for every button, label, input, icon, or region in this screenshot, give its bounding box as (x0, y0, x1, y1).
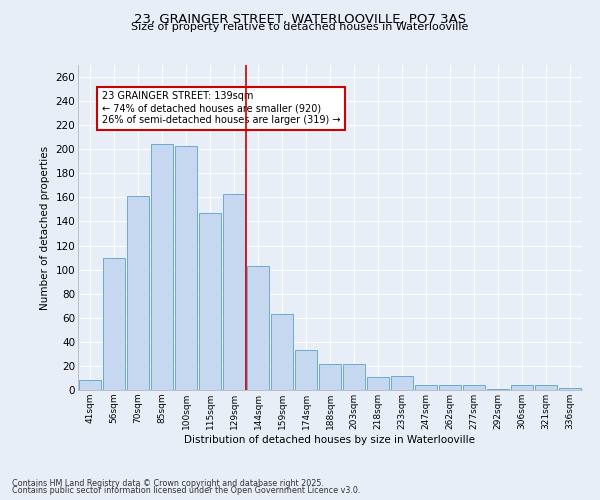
Bar (319, 364, 341, 390)
Bar (391, 376, 413, 390)
Bar (199, 213, 221, 390)
Bar (415, 385, 437, 390)
Bar (175, 146, 197, 390)
Bar (487, 389, 509, 390)
Bar (511, 385, 533, 390)
Bar (295, 350, 317, 390)
Text: Size of property relative to detached houses in Waterlooville: Size of property relative to detached ho… (131, 22, 469, 32)
Bar (559, 388, 581, 390)
Bar (151, 144, 173, 390)
X-axis label: Distribution of detached houses by size in Waterlooville: Distribution of detached houses by size … (185, 434, 476, 444)
Bar (463, 385, 485, 390)
Bar (439, 385, 461, 390)
Text: 23 GRAINGER STREET: 139sqm
← 74% of detached houses are smaller (920)
26% of sem: 23 GRAINGER STREET: 139sqm ← 74% of deta… (102, 92, 341, 124)
Text: 23, GRAINGER STREET, WATERLOOVILLE, PO7 3AS: 23, GRAINGER STREET, WATERLOOVILLE, PO7 … (134, 12, 466, 26)
Text: Contains public sector information licensed under the Open Government Licence v3: Contains public sector information licen… (12, 486, 361, 495)
Bar (223, 194, 245, 390)
Text: Contains HM Land Registry data © Crown copyright and database right 2025.: Contains HM Land Registry data © Crown c… (12, 478, 324, 488)
Y-axis label: Number of detached properties: Number of detached properties (40, 146, 50, 310)
Bar (343, 364, 365, 390)
Bar (247, 266, 269, 390)
Bar (103, 258, 125, 390)
Bar (367, 377, 389, 390)
Bar (271, 314, 293, 390)
Bar (535, 385, 557, 390)
Bar (79, 380, 101, 390)
Bar (127, 196, 149, 390)
